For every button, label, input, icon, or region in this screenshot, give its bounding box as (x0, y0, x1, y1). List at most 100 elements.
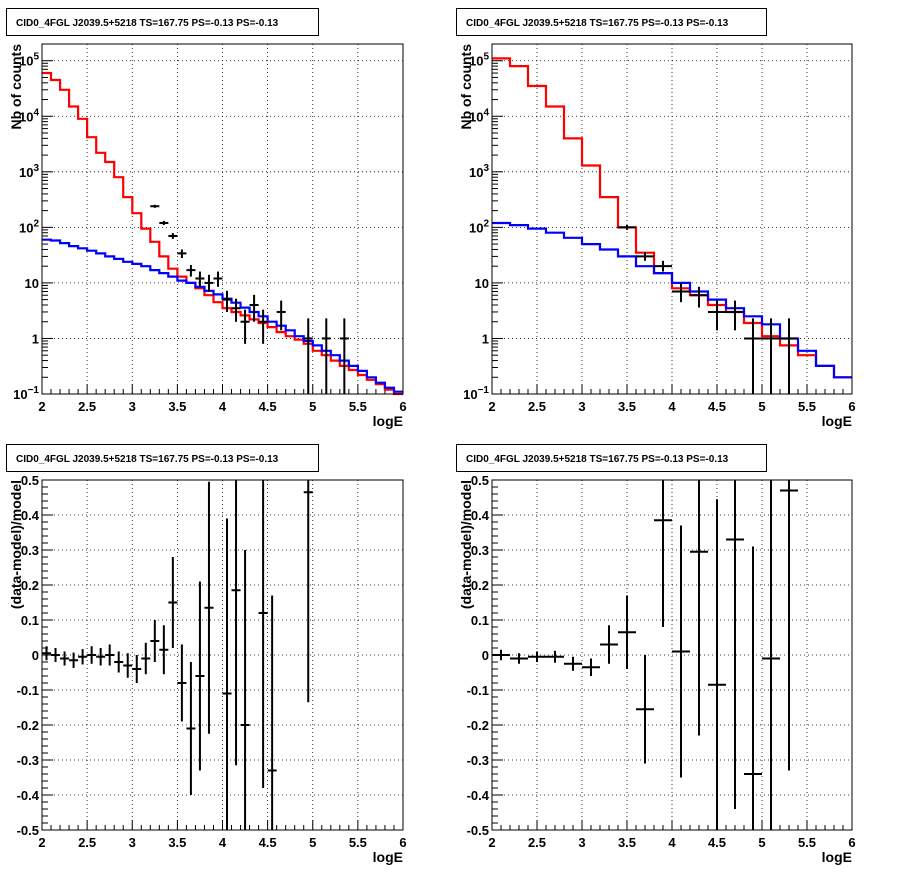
chart-title: CID0_4FGL J2039.5+5218 TS=167.75 PS=-0.1… (466, 18, 729, 29)
data-point (672, 282, 690, 303)
data-point (492, 649, 510, 661)
data-point (258, 309, 268, 344)
x-tick-label: 4.5 (259, 835, 277, 850)
data-point (582, 658, 600, 676)
x-tick-label: 2 (488, 835, 495, 850)
y-tick-label: -0.4 (17, 788, 40, 803)
x-tick-label: 2.5 (78, 399, 96, 414)
data-point (240, 550, 250, 830)
data-point (186, 265, 196, 277)
data-point (303, 480, 313, 703)
y-tick-label: -0.5 (467, 823, 489, 838)
y-tick-label: 0.1 (471, 613, 489, 628)
y-tick-label: 104 (19, 107, 39, 124)
x-tick-label: 6 (399, 399, 406, 414)
data-point (150, 620, 160, 662)
x-tick-label: 2.5 (528, 399, 546, 414)
x-tick-label: 5.5 (798, 835, 816, 850)
y-tick-label: 0.3 (21, 543, 39, 558)
x-tick-label: 2 (488, 399, 495, 414)
x-tick-label: 3 (578, 835, 585, 850)
y-tick-label: -0.5 (17, 823, 39, 838)
data-point (762, 318, 780, 394)
x-tick-label: 6 (848, 835, 855, 850)
data-point (132, 655, 142, 683)
data-point (690, 286, 708, 308)
data-point (105, 644, 115, 666)
data-point (123, 653, 133, 678)
data-point (51, 648, 61, 662)
title-box (6, 8, 319, 36)
chart-title: CID0_4FGL J2039.5+5218 TS=167.75 PS=-0.1… (466, 454, 729, 465)
data-point (636, 252, 654, 261)
chart-panel-4: 2 2.5 3 3.5 4 4.5 5 5.5 6 -0.5 -0.4 -0.3 -0.2 -0.1 0 0.… (456, 444, 856, 865)
model-line-total (42, 71, 403, 396)
data-point (186, 662, 196, 795)
x-tick-label: 4 (219, 399, 227, 414)
data-point (654, 480, 672, 627)
data-point (267, 595, 277, 830)
title-box (456, 444, 767, 472)
plot-area (492, 44, 852, 394)
x-tick-label: 5 (758, 835, 765, 850)
y-tick-label: -0.1 (467, 683, 489, 698)
data-point (78, 649, 88, 665)
x-tick-label: 5.5 (349, 399, 367, 414)
plot-frame (491, 43, 853, 395)
y-tick-label: 0 (32, 648, 39, 663)
data-point (231, 298, 241, 322)
data-point (321, 318, 331, 394)
x-tick-label: 6 (399, 835, 406, 850)
data-point (654, 260, 672, 272)
x-tick-label: 2 (38, 835, 45, 850)
plot-frame (491, 479, 853, 831)
data-point (762, 480, 780, 830)
plot-frame (41, 479, 404, 831)
data-point (690, 480, 708, 736)
y-tick-label: 102 (19, 218, 39, 235)
data-point (618, 595, 636, 669)
data-point (600, 625, 618, 664)
data-point (213, 271, 223, 287)
x-tick-label: 3.5 (618, 835, 636, 850)
x-tick-label: 3.5 (168, 835, 186, 850)
data-point (726, 300, 744, 331)
data-point (177, 644, 187, 722)
x-tick-label: 5.5 (798, 399, 816, 414)
y-tick-label: -0.2 (17, 718, 39, 733)
y-tick-label: 10 (25, 276, 39, 291)
y-tick-label: 0 (482, 648, 489, 663)
x-tick-label: 6 (848, 399, 855, 414)
data-point (339, 318, 349, 394)
y-tick-label: 103 (469, 163, 489, 180)
data-point (744, 546, 762, 830)
x-tick-label: 3.5 (168, 399, 186, 414)
y-tick-label: -0.3 (467, 753, 489, 768)
x-tick-label: 5 (309, 399, 316, 414)
y-tick-label: 10 (475, 276, 489, 291)
x-tick-label: 4 (219, 835, 227, 850)
data-point (780, 318, 798, 394)
x-tick-label: 4.5 (708, 399, 726, 414)
x-axis-title: logE (822, 849, 852, 865)
chart-title: CID0_4FGL J2039.5+5218 TS=167.75 PS=-0.1… (16, 454, 279, 465)
data-point (168, 557, 178, 648)
data-point (303, 318, 313, 394)
data-point (195, 271, 205, 287)
data-point (528, 651, 546, 662)
y-tick-label: 104 (469, 107, 489, 124)
data-point (114, 651, 124, 673)
data-point (744, 318, 762, 394)
data-point (708, 300, 726, 331)
data-point (672, 525, 690, 778)
y-tick-label: -0.2 (467, 718, 489, 733)
y-tick-label: 0.5 (21, 473, 39, 488)
x-tick-label: 3 (129, 399, 136, 414)
y-tick-label: 0.2 (21, 578, 39, 593)
data-point (618, 225, 636, 230)
chart-panel-1: 2 2.5 3 3.5 4 4.5 5 5.5 6 10−1 1 10 102 103 104 105 logE… (6, 8, 407, 429)
data-point (510, 653, 528, 664)
x-tick-label: 2.5 (78, 835, 96, 850)
chart-panel-3: 2 2.5 3 3.5 4 4.5 5 5.5 6 -0.5 -0.4 -0.3 -0.2 -0.1 0 0.… (6, 444, 407, 865)
